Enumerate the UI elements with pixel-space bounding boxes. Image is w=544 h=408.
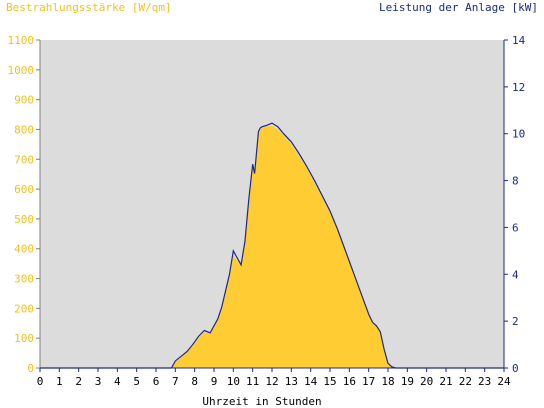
left-axis-ticks: 0 100 200 300 400 500 600 700 800 900 1000 1100 — [8, 34, 40, 375]
x-tick-label: 19 — [401, 375, 414, 388]
x-tick-label: 5 — [133, 375, 140, 388]
left-tick-label: 0 — [27, 362, 34, 375]
x-tick-label: 7 — [172, 375, 179, 388]
x-tick-label: 20 — [420, 375, 433, 388]
x-axis-title: Uhrzeit in Stunden — [202, 395, 321, 408]
right-axis-title: Leistung der Anlage [kW] — [379, 1, 538, 14]
x-tick-label: 21 — [439, 375, 452, 388]
left-tick-label: 500 — [14, 213, 34, 226]
x-axis-ticks: 0 1 2 3 4 5 6 7 8 9 10 11 12 13 14 15 16 17 18 19 20 21 22 23 24 — [37, 368, 511, 388]
x-tick-label: 15 — [323, 375, 336, 388]
left-tick-label: 200 — [14, 302, 34, 315]
area-layer — [40, 125, 504, 368]
left-tick-label: 1100 — [8, 34, 35, 47]
x-tick-label: 23 — [478, 375, 491, 388]
power-line — [40, 122, 504, 369]
left-tick-label: 900 — [14, 94, 34, 107]
x-tick-label: 4 — [114, 375, 121, 388]
right-tick-label: 8 — [512, 175, 519, 188]
right-axis-ticks: 0 2 4 6 8 10 12 14 — [504, 34, 526, 375]
x-tick-label: 17 — [362, 375, 375, 388]
right-tick-label: 6 — [512, 221, 519, 234]
x-tick-label: 6 — [153, 375, 160, 388]
x-tick-label: 9 — [211, 375, 218, 388]
x-tick-label: 3 — [95, 375, 102, 388]
x-tick-label: 13 — [285, 375, 298, 388]
right-tick-label: 10 — [512, 128, 525, 141]
left-axis-title: Bestrahlungsstärke [W/qm] — [6, 1, 172, 14]
x-tick-label: 8 — [191, 375, 198, 388]
x-tick-label: 1 — [56, 375, 63, 388]
left-tick-label: 400 — [14, 243, 34, 256]
x-tick-label: 2 — [75, 375, 82, 388]
irradiance-area — [40, 125, 504, 368]
x-tick-label: 18 — [381, 375, 394, 388]
right-tick-label: 4 — [512, 268, 519, 281]
right-tick-label: 12 — [512, 81, 525, 94]
right-tick-label: 14 — [512, 34, 526, 47]
left-tick-label: 600 — [14, 183, 34, 196]
left-tick-label: 300 — [14, 273, 34, 286]
left-tick-label: 1000 — [8, 64, 35, 77]
x-tick-label: 10 — [227, 375, 240, 388]
left-tick-label: 700 — [14, 153, 34, 166]
x-tick-label: 24 — [497, 375, 511, 388]
left-tick-label: 800 — [14, 123, 34, 136]
x-tick-label: 12 — [265, 375, 278, 388]
x-tick-label: 16 — [343, 375, 356, 388]
x-tick-label: 0 — [37, 375, 44, 388]
left-tick-label: 100 — [14, 332, 34, 345]
x-tick-label: 11 — [246, 375, 259, 388]
line-layer — [40, 122, 504, 369]
right-tick-label: 0 — [512, 362, 519, 375]
x-tick-label: 22 — [459, 375, 472, 388]
right-tick-label: 2 — [512, 315, 519, 328]
x-tick-label: 14 — [304, 375, 318, 388]
